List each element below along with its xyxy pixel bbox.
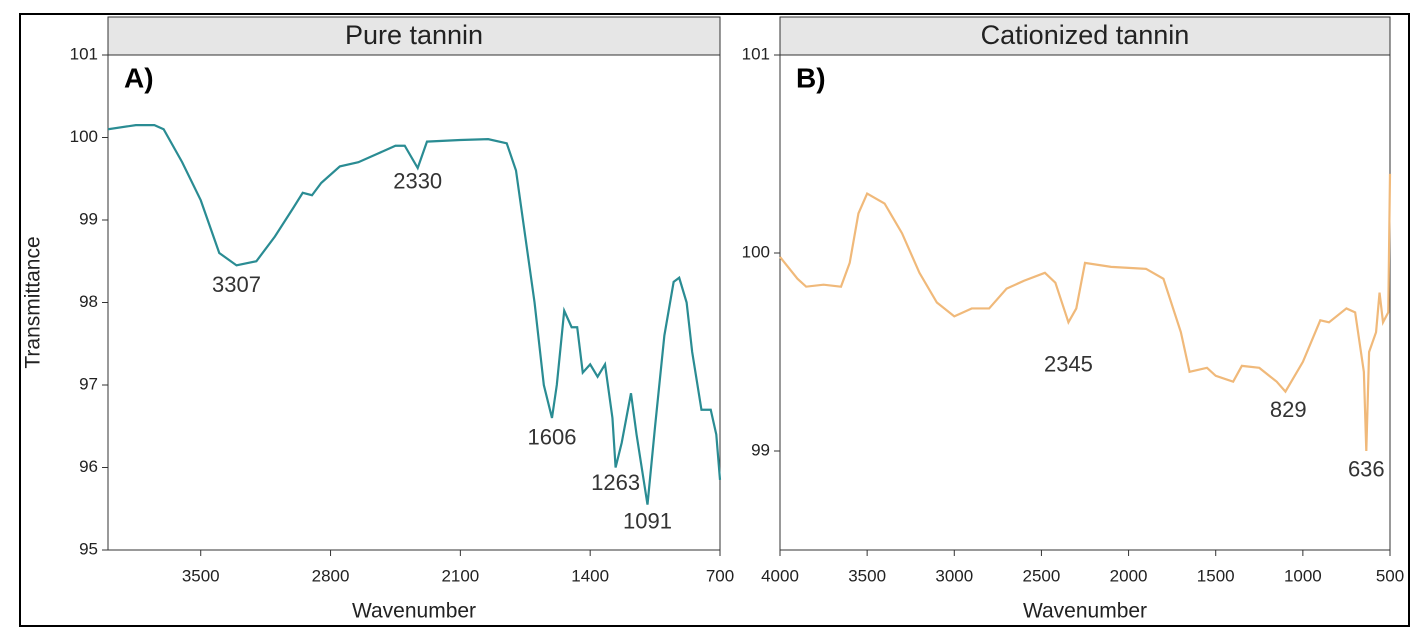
peak-label: 636	[1348, 457, 1385, 482]
peak-label: 1091	[623, 509, 672, 534]
x-axis-title: Wavenumber	[352, 600, 476, 623]
x-tick-label: 1000	[1284, 566, 1322, 585]
x-tick-label: 1400	[571, 566, 609, 585]
y-tick-label: 100	[70, 127, 98, 146]
x-tick-label: 2000	[1110, 566, 1148, 585]
peak-label: 1263	[591, 470, 640, 495]
plot-frame	[779, 54, 1391, 551]
spectrum-line	[107, 124, 722, 505]
peak-label: 3307	[212, 272, 261, 297]
panel-label: B)	[796, 62, 826, 93]
y-tick-label: 96	[79, 457, 98, 476]
figure-frame	[19, 13, 1410, 627]
y-tick-label: 99	[79, 209, 98, 228]
y-tick-label: 99	[751, 440, 770, 459]
x-axis-title: Wavenumber	[1023, 600, 1147, 623]
peak-label: 1606	[528, 424, 577, 449]
x-tick-label: 1500	[1197, 566, 1235, 585]
y-tick-label: 97	[79, 374, 98, 393]
panel-label: A)	[124, 62, 154, 93]
peak-label: 2345	[1044, 352, 1093, 377]
y-axis-title: Transmittance	[22, 236, 45, 368]
y-tick-label: 95	[79, 539, 98, 558]
x-tick-label: 3500	[182, 566, 220, 585]
y-tick-label: 101	[70, 44, 98, 63]
x-tick-label: 2100	[441, 566, 479, 585]
panel-title: Pure tannin	[345, 20, 483, 50]
x-tick-label: 2800	[312, 566, 350, 585]
peak-label: 2330	[393, 169, 442, 194]
spectrum-line	[779, 173, 1392, 452]
x-tick-label: 4000	[761, 566, 799, 585]
title-bar	[107, 16, 721, 56]
x-tick-label: 3000	[935, 566, 973, 585]
x-tick-label: 500	[1376, 566, 1404, 585]
y-tick-label: 101	[742, 44, 770, 63]
peak-label: 829	[1270, 397, 1307, 422]
x-tick-label: 3500	[848, 566, 886, 585]
y-tick-label: 98	[79, 292, 98, 311]
x-tick-label: 2500	[1023, 566, 1061, 585]
x-tick-label: 700	[706, 566, 734, 585]
y-tick-label: 100	[742, 242, 770, 261]
panel-title: Cationized tannin	[981, 20, 1190, 50]
